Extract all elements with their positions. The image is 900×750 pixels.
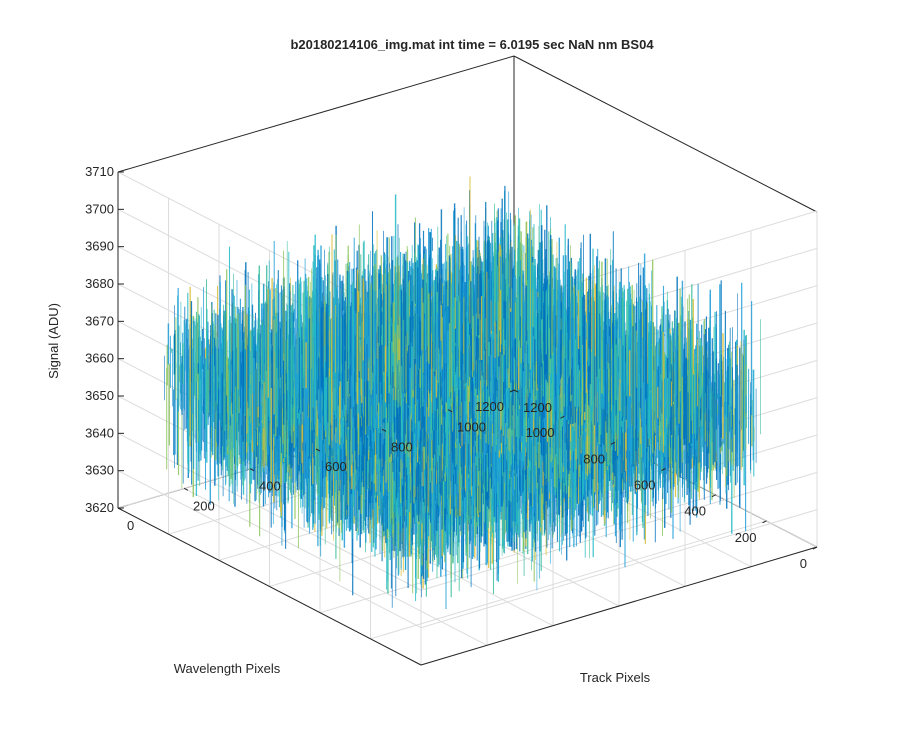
- surface: [164, 176, 761, 609]
- axis-line-top-right: [513, 55, 818, 213]
- axis-line-top-left: [117, 55, 515, 173]
